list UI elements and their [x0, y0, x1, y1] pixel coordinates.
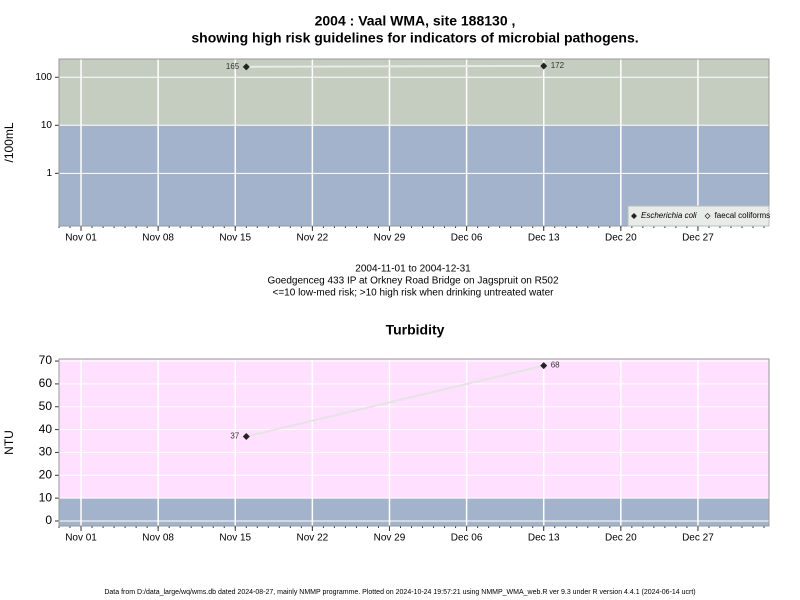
x-tick-label: Dec 20 — [605, 233, 637, 244]
x-tick-label: Dec 06 — [451, 533, 483, 544]
y-tick-label: 20 — [39, 467, 53, 481]
x-tick-label: Nov 29 — [374, 233, 406, 244]
x-tick-label: Nov 29 — [374, 533, 406, 544]
legend-symbol — [704, 213, 711, 219]
legend-symbol — [631, 213, 637, 219]
band-below — [59, 498, 769, 526]
y-tick-label: 30 — [39, 445, 53, 459]
x-tick-label: Nov 01 — [65, 533, 97, 544]
data-label: 172 — [551, 61, 565, 70]
series-line — [246, 364, 544, 438]
legend-box — [627, 205, 770, 227]
y-tick-label: 70 — [39, 353, 53, 367]
y-tick-label: 100 — [35, 72, 52, 83]
subtitle: <=10 low-med risk; >10 high risk when dr… — [273, 288, 555, 299]
series-line — [246, 64, 544, 68]
x-tick-label: Nov 08 — [142, 233, 174, 244]
plot-frame — [58, 358, 770, 527]
point — [540, 62, 548, 70]
data-label: 37 — [230, 432, 239, 441]
y-axis-label: NTU — [2, 430, 16, 455]
point — [242, 432, 250, 440]
data-label: 165 — [226, 62, 240, 71]
y-tick-label: 1 — [46, 168, 52, 179]
x-tick-label: Dec 06 — [451, 233, 483, 244]
x-tick-label: Dec 27 — [682, 233, 714, 244]
y-tick-label: 0 — [45, 513, 52, 527]
x-tick-label: Nov 22 — [297, 533, 329, 544]
x-tick-label: Dec 20 — [605, 533, 637, 544]
x-tick-label: Nov 22 — [297, 233, 329, 244]
point — [242, 63, 250, 71]
y-tick-label: 60 — [39, 376, 53, 390]
chart-title: Turbidity — [386, 322, 445, 338]
band-above — [59, 59, 769, 126]
chart-title: 2004 : Vaal WMA, site 188130 , — [315, 13, 516, 29]
x-tick-label: Dec 13 — [528, 233, 560, 244]
y-tick-label: 50 — [39, 399, 53, 413]
x-tick-label: Nov 15 — [219, 533, 251, 544]
y-tick-label: 40 — [39, 422, 53, 436]
x-tick-label: Nov 15 — [219, 233, 251, 244]
y-tick-label: 10 — [39, 490, 53, 504]
x-tick-label: Nov 01 — [65, 233, 97, 244]
x-tick-label: Dec 13 — [528, 533, 560, 544]
x-tick-label: Nov 08 — [142, 533, 174, 544]
subtitle: 2004-11-01 to 2004-12-31 — [355, 264, 471, 275]
band-above — [59, 359, 769, 499]
y-axis-label: /100mL — [2, 122, 16, 162]
y-tick-label: 10 — [41, 120, 53, 131]
x-tick-label: Dec 27 — [682, 533, 714, 544]
footer: Data from D:/data_large/wq/wms.db dated … — [104, 589, 695, 596]
subtitle: Goedgenceg 433 IP at Orkney Road Bridge … — [267, 276, 559, 287]
point — [540, 362, 548, 370]
chart-title: showing high risk guidelines for indicat… — [191, 30, 638, 46]
legend-label: faecal coliforms — [715, 211, 771, 220]
data-label: 68 — [551, 361, 560, 370]
legend-label: Escherichia coli — [641, 211, 697, 220]
plot-frame — [58, 58, 770, 227]
